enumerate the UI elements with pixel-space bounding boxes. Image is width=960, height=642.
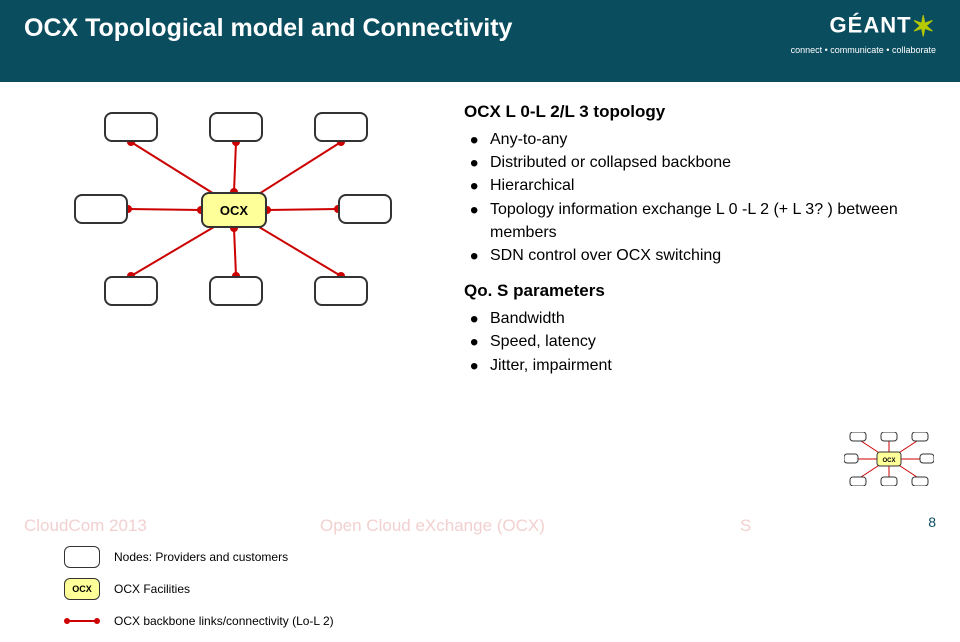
ocx-topology-diagram: OCX xyxy=(74,112,404,312)
mini-ocx-diagram: OCX xyxy=(844,432,934,486)
list-item: Distributed or collapsed backbone xyxy=(464,151,936,174)
legend-ocx-text: OCX Facilities xyxy=(114,582,190,596)
topology-list: Any-to-any Distributed or collapsed back… xyxy=(464,128,936,267)
list-item: Speed, latency xyxy=(464,330,936,353)
list-item: Bandwidth xyxy=(464,307,936,330)
footer-right-small: S xyxy=(740,516,751,536)
list-item: Any-to-any xyxy=(464,128,936,151)
node-box xyxy=(104,276,158,306)
logo-tagline: connect • communicate • collaborate xyxy=(791,45,936,55)
node-box xyxy=(74,194,128,224)
legend-row-nodes: Nodes: Providers and customers xyxy=(64,546,334,568)
page-number: 8 xyxy=(928,514,936,530)
star-icon: ✶ xyxy=(912,11,936,42)
qos-heading: Qo. S parameters xyxy=(464,281,936,301)
node-box xyxy=(338,194,392,224)
diagram-column: OCX Nodes: Providers and customers OCX O… xyxy=(24,102,454,482)
node-box xyxy=(314,112,368,142)
node-box xyxy=(104,112,158,142)
list-item: Hierarchical xyxy=(464,174,936,197)
node-box xyxy=(209,112,263,142)
slide-header: OCX Topological model and Connectivity G… xyxy=(0,0,960,82)
list-item: Jitter, impairment xyxy=(464,354,936,377)
node-box xyxy=(314,276,368,306)
node-box xyxy=(209,276,263,306)
logo-block: GÉANT✶ connect • communicate • collabora… xyxy=(791,10,936,55)
legend-link-icon xyxy=(64,610,100,632)
legend-node-icon xyxy=(64,546,100,568)
content-area: OCX Nodes: Providers and customers OCX O… xyxy=(0,82,960,482)
footer-center: Open Cloud eXchange (OCX) xyxy=(320,516,545,536)
legend: Nodes: Providers and customers OCX OCX F… xyxy=(64,546,334,642)
mini-ocx-label: OCX xyxy=(882,458,895,464)
list-item: SDN control over OCX switching xyxy=(464,244,936,267)
footer-left: CloudCom 2013 xyxy=(24,516,147,536)
legend-ocx-icon: OCX xyxy=(64,578,100,600)
qos-list: Bandwidth Speed, latency Jitter, impairm… xyxy=(464,307,936,377)
legend-row-ocx: OCX OCX Facilities xyxy=(64,578,334,600)
legend-links-text: OCX backbone links/connectivity (Lo-L 2) xyxy=(114,614,334,628)
text-column: OCX L 0-L 2/L 3 topology Any-to-any Dist… xyxy=(454,102,936,482)
ocx-center-box: OCX xyxy=(201,192,267,228)
legend-row-links: OCX backbone links/connectivity (Lo-L 2) xyxy=(64,610,334,632)
topology-heading: OCX L 0-L 2/L 3 topology xyxy=(464,102,936,122)
legend-nodes-text: Nodes: Providers and customers xyxy=(114,550,288,564)
list-item: Topology information exchange L 0 -L 2 (… xyxy=(464,198,936,244)
logo-text: GÉANT✶ xyxy=(791,10,936,43)
